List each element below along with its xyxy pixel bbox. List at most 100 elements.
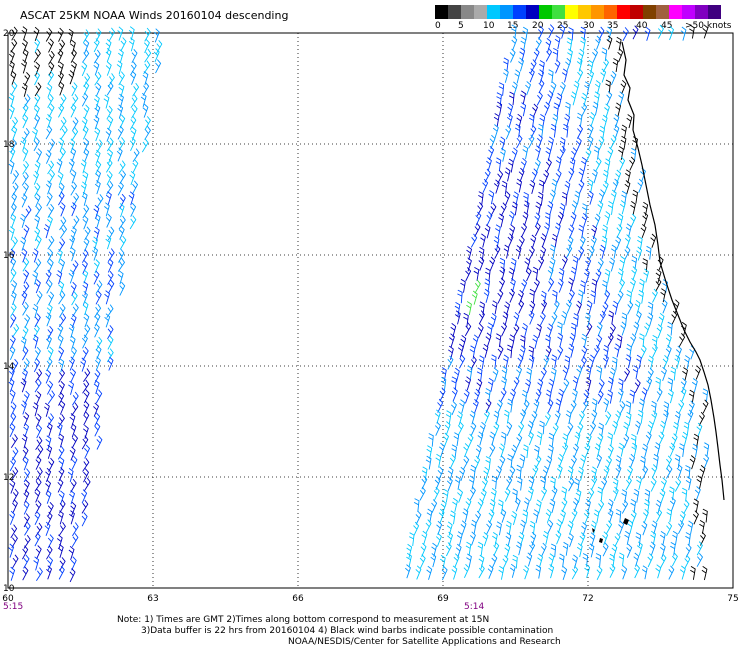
wind-barb	[442, 488, 449, 503]
wind-barb	[492, 124, 499, 139]
wind-barb	[641, 565, 648, 580]
wind-barb	[540, 290, 547, 305]
colorbar-label: 20	[532, 21, 544, 31]
wind-barb	[529, 541, 536, 556]
wind-barb	[516, 476, 523, 491]
wind-barb	[544, 222, 551, 237]
note-line-2: 3)Data buffer is 22 hrs from 20160104 4)…	[141, 626, 554, 636]
wind-barb	[105, 213, 112, 228]
wind-barb	[59, 258, 66, 273]
wind-barb	[81, 512, 88, 527]
wind-barb	[118, 83, 125, 98]
wind-barb	[516, 433, 523, 448]
wind-barb	[519, 345, 526, 360]
wind-barb	[665, 344, 672, 360]
wind-barb	[96, 194, 104, 208]
wind-barb	[572, 554, 578, 569]
wind-barb	[548, 432, 555, 447]
wind-barb	[58, 522, 66, 536]
wind-barb	[639, 333, 645, 347]
wind-barb	[561, 192, 568, 206]
wind-barb	[669, 497, 676, 512]
wind-barb	[535, 388, 542, 403]
wind-barb	[131, 180, 139, 195]
wind-barb	[95, 280, 103, 295]
wind-barb	[469, 345, 476, 360]
wind-barb	[568, 27, 574, 41]
wind-barb	[504, 191, 511, 206]
wind-barb	[10, 434, 18, 448]
wind-barb	[579, 235, 586, 250]
wind-barb	[81, 191, 88, 206]
pass-time-label: 5:15	[3, 602, 23, 612]
wind-barb	[93, 226, 100, 241]
wind-barb	[58, 490, 65, 505]
wind-barb	[633, 321, 640, 336]
wind-barb	[128, 191, 135, 206]
wind-barb	[480, 488, 487, 503]
wind-barb	[528, 134, 535, 149]
wind-barb	[470, 233, 478, 248]
wind-barb	[46, 444, 53, 459]
wind-barb	[562, 541, 569, 556]
latitude-label: 20	[3, 29, 15, 39]
wind-barb	[651, 464, 658, 479]
wind-barb	[655, 277, 662, 292]
wind-barb	[607, 432, 613, 447]
wind-barb	[144, 27, 151, 42]
wind-barb	[551, 233, 558, 248]
wind-barb	[529, 300, 536, 315]
wind-barb	[118, 203, 125, 218]
wind-barb	[662, 279, 668, 294]
wind-barb	[644, 499, 650, 513]
wind-barb	[47, 203, 55, 218]
wind-barb	[641, 521, 648, 536]
wind-barb	[629, 156, 636, 171]
wind-barb	[83, 411, 90, 426]
wind-barb	[45, 180, 52, 195]
wind-barb	[479, 301, 485, 316]
wind-barb	[474, 222, 481, 237]
wind-barb	[93, 402, 100, 417]
wind-barb	[518, 235, 525, 250]
wind-barb	[105, 235, 112, 250]
wind-barb	[492, 367, 499, 382]
wind-barb	[522, 211, 529, 226]
wind-barb	[636, 354, 642, 369]
wind-barb	[43, 224, 50, 239]
wind-barb	[107, 226, 115, 241]
wind-barb	[656, 387, 663, 402]
wind-barb	[119, 235, 127, 250]
wind-barb	[535, 37, 542, 52]
wind-barb	[588, 354, 595, 369]
wind-barb	[460, 278, 466, 293]
wind-barb	[484, 267, 491, 282]
wind-barb	[57, 48, 64, 63]
wind-barb	[630, 499, 636, 513]
wind-barb	[687, 520, 694, 535]
wind-barb	[621, 565, 628, 580]
wind-barb	[48, 457, 55, 472]
wind-barb	[482, 343, 489, 358]
wind-barb	[488, 190, 495, 205]
wind-barb	[679, 565, 686, 580]
wind-barb	[553, 102, 560, 117]
wind-barb	[32, 334, 39, 349]
wind-barb	[591, 409, 598, 424]
wind-barb	[545, 508, 552, 524]
wind-barb	[477, 431, 484, 446]
wind-barb	[591, 224, 598, 240]
wind-barb	[518, 421, 525, 436]
wind-barb	[8, 543, 15, 558]
wind-barb	[566, 37, 573, 52]
wind-barb	[129, 170, 136, 186]
wind-barb	[612, 58, 619, 72]
wind-barb	[612, 420, 619, 435]
wind-barb	[523, 191, 529, 206]
wind-barb	[626, 343, 632, 358]
wind-barb	[463, 312, 469, 327]
wind-barb	[94, 213, 101, 228]
wind-barb	[70, 147, 77, 162]
wind-barb	[44, 402, 50, 417]
wind-barb	[485, 398, 492, 414]
